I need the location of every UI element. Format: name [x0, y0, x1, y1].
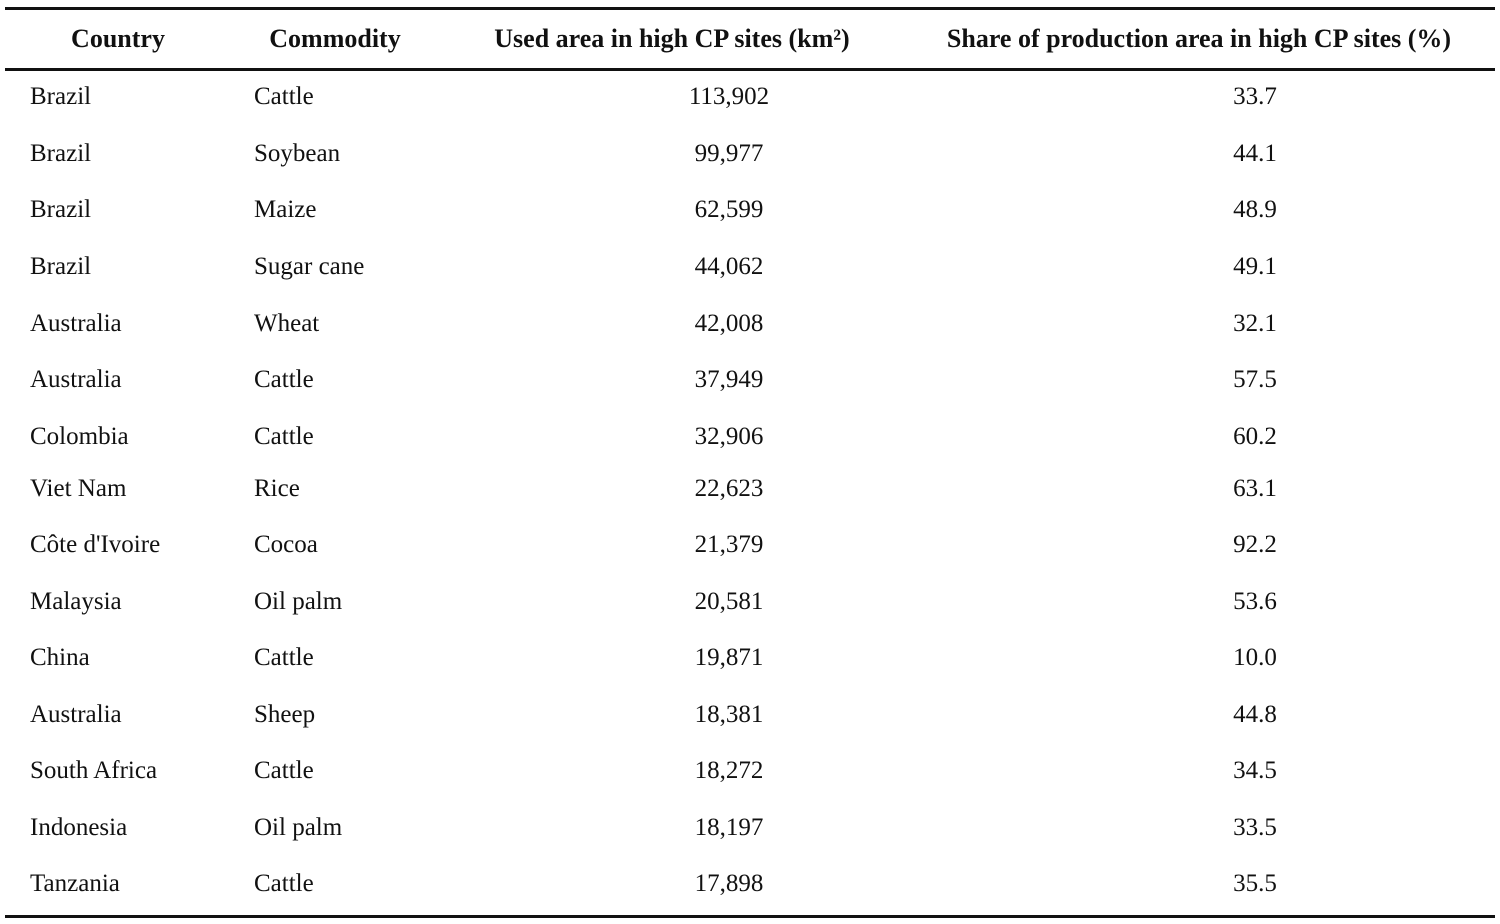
table-cell: 20,581 [694, 588, 764, 615]
table-cell: Brazil [30, 253, 92, 280]
table-cell: Australia [30, 310, 122, 337]
table-cell: Brazil [30, 196, 92, 223]
table-cell: Cattle [254, 366, 314, 393]
table-cell: Sheep [254, 701, 316, 728]
table-cell: Brazil [30, 83, 92, 110]
table-cell: 63.1 [1233, 475, 1277, 502]
table-cell: 18,197 [694, 814, 764, 841]
table-cell: 37,949 [694, 366, 764, 393]
table-cell: 32,906 [694, 423, 764, 450]
table-cell: China [30, 644, 90, 671]
table-cell: 42,008 [694, 310, 764, 337]
table-cell: Australia [30, 701, 122, 728]
table-cell: Oil palm [254, 814, 343, 841]
table-cell: 21,379 [694, 531, 764, 558]
table-cell: 19,871 [694, 644, 764, 671]
table-cell: 60.2 [1233, 423, 1277, 450]
table-cell: Cattle [254, 757, 314, 784]
table-cell: 10.0 [1233, 644, 1277, 671]
table-cell: 35.5 [1233, 870, 1277, 897]
table-cell: 53.6 [1233, 588, 1277, 615]
header-rule [5, 68, 1495, 71]
table-cell: Côte d'Ivoire [30, 531, 161, 558]
table-cell: Indonesia [30, 814, 128, 841]
table-cell: Sugar cane [254, 253, 365, 280]
table-cell: 99,977 [694, 140, 764, 167]
table-cell: Soybean [254, 140, 341, 167]
table-cell: Colombia [30, 423, 129, 450]
table-cell: 44,062 [694, 253, 764, 280]
bottom-rule [5, 915, 1495, 918]
table-cell: South Africa [30, 757, 158, 784]
table-cell: 17,898 [694, 870, 764, 897]
table-cell: Cocoa [254, 531, 318, 558]
table-cell: 33.5 [1233, 814, 1277, 841]
header-cell: Commodity [269, 24, 401, 53]
table-cell: 48.9 [1233, 196, 1277, 223]
table-cell: 92.2 [1233, 531, 1277, 558]
table-cell: Cattle [254, 644, 314, 671]
table-cell: Brazil [30, 140, 92, 167]
table-cell: 49.1 [1233, 253, 1277, 280]
table-cell: Cattle [254, 870, 314, 897]
table-cell: 22,623 [694, 475, 764, 502]
table-cell: Cattle [254, 83, 314, 110]
table-cell: Oil palm [254, 588, 343, 615]
table-cell: 44.1 [1233, 140, 1277, 167]
table-cell: 113,902 [688, 83, 770, 110]
table-cell: 18,272 [694, 757, 764, 784]
table-cell: 62,599 [694, 196, 764, 223]
table-cell: 57.5 [1233, 366, 1277, 393]
table-cell: 33.7 [1233, 83, 1277, 110]
table-cell: Tanzania [30, 870, 120, 897]
header-cell: Country [71, 24, 165, 53]
table-cell: Viet Nam [30, 475, 127, 502]
header-cell: Share of production area in high CP site… [946, 24, 1452, 53]
table-cell: 18,381 [694, 701, 764, 728]
table-cell: Wheat [254, 310, 320, 337]
table-cell: 44.8 [1233, 701, 1277, 728]
table-cell: Rice [254, 475, 300, 502]
table-cell: Maize [254, 196, 317, 223]
table-cell: 32.1 [1233, 310, 1277, 337]
table-cell: Cattle [254, 423, 314, 450]
header-cell: Used area in high CP sites (km²) [494, 24, 850, 53]
table-cell: Malaysia [30, 588, 122, 615]
table-cell: Australia [30, 366, 122, 393]
table-cell: 34.5 [1233, 757, 1277, 784]
top-rule [5, 7, 1495, 10]
